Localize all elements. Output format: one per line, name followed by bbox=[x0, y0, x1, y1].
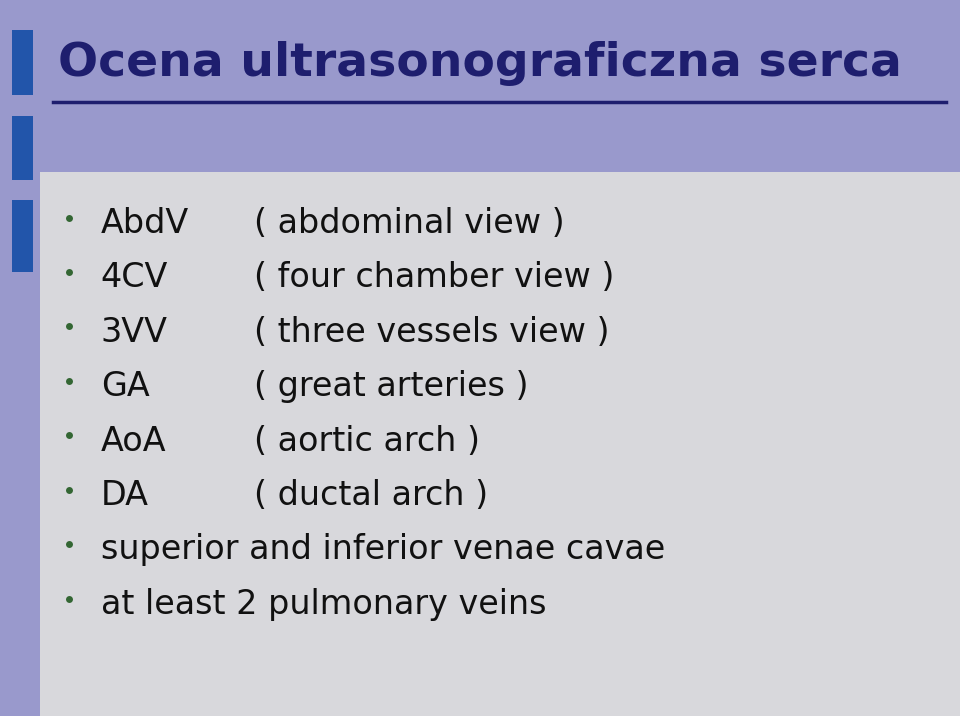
Text: ( four chamber view ): ( four chamber view ) bbox=[254, 261, 614, 294]
Text: ( abdominal view ): ( abdominal view ) bbox=[254, 207, 565, 240]
Text: ( three vessels view ): ( three vessels view ) bbox=[254, 316, 610, 349]
Text: Ocena ultrasonograficzna serca: Ocena ultrasonograficzna serca bbox=[58, 41, 902, 85]
Text: GA: GA bbox=[101, 370, 150, 403]
Text: 4CV: 4CV bbox=[101, 261, 168, 294]
FancyBboxPatch shape bbox=[12, 200, 33, 272]
Text: ( great arteries ): ( great arteries ) bbox=[254, 370, 529, 403]
Text: ( aortic arch ): ( aortic arch ) bbox=[254, 425, 480, 458]
FancyBboxPatch shape bbox=[12, 116, 33, 180]
Text: at least 2 pulmonary veins: at least 2 pulmonary veins bbox=[101, 588, 546, 621]
Text: superior and inferior venae cavae: superior and inferior venae cavae bbox=[101, 533, 665, 566]
Text: AoA: AoA bbox=[101, 425, 166, 458]
Text: AbdV: AbdV bbox=[101, 207, 189, 240]
Text: DA: DA bbox=[101, 479, 149, 512]
Text: ( ductal arch ): ( ductal arch ) bbox=[254, 479, 489, 512]
FancyBboxPatch shape bbox=[40, 172, 960, 716]
Text: 3VV: 3VV bbox=[101, 316, 168, 349]
FancyBboxPatch shape bbox=[12, 30, 33, 95]
